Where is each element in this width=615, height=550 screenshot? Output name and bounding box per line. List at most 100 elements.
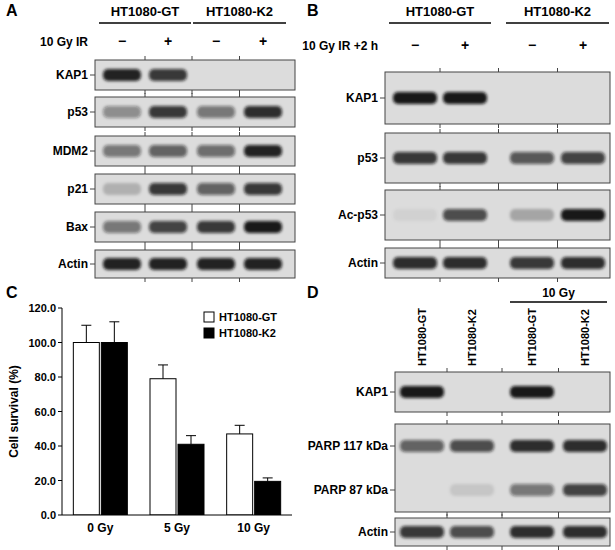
row-connector	[380, 215, 385, 216]
y-tick	[58, 377, 62, 378]
blot-strip	[95, 136, 295, 166]
x-tick-label: 10 Gy	[237, 521, 270, 535]
treatment-sign: −	[411, 37, 419, 53]
bar	[227, 434, 253, 515]
band	[393, 257, 437, 269]
error-bar	[235, 425, 245, 434]
lane-tick	[239, 132, 240, 136]
treatment-label: 10 Gy IR +2 h	[302, 39, 378, 53]
row-label: KAP1	[346, 91, 378, 105]
lane-tick	[498, 240, 499, 244]
row-connector	[90, 112, 95, 113]
row-connector	[380, 263, 385, 264]
lane-tick	[447, 420, 448, 424]
band	[244, 69, 282, 81]
lane-tick	[239, 246, 240, 250]
lane-tick	[558, 368, 559, 372]
group-line	[506, 22, 609, 24]
error-stem	[191, 436, 192, 445]
band	[400, 440, 444, 452]
row-label: MDM2	[53, 144, 89, 158]
y-tick	[58, 515, 62, 516]
lane-tick	[502, 412, 503, 416]
row-connector	[390, 392, 395, 393]
blot-strip	[395, 424, 610, 512]
y-tick-label: 0.0	[41, 509, 56, 521]
blot-strip	[95, 97, 295, 127]
lane-tick	[558, 514, 559, 518]
plot-marks	[73, 322, 280, 515]
panel-label: B	[307, 2, 319, 19]
lane-tick	[558, 420, 559, 424]
panel-label: C	[6, 284, 18, 301]
bar	[150, 379, 176, 515]
band	[103, 106, 141, 118]
row-label: Actin	[358, 525, 388, 539]
blot-panel: D10 GyHT1080-GTHT1080-K2HT1080-GTHT1080-…	[307, 284, 610, 550]
y-tick-label: 100.0	[28, 337, 56, 349]
band	[197, 258, 235, 270]
band	[510, 484, 554, 496]
lane-tick	[145, 166, 146, 170]
row-connector	[90, 189, 95, 190]
lane-tick	[145, 56, 146, 60]
lane-tick	[192, 278, 193, 282]
bar	[178, 444, 204, 515]
panel-label: D	[307, 284, 319, 301]
blot-strip	[385, 133, 610, 183]
lane-tick	[145, 242, 146, 246]
lane-tick	[440, 278, 441, 282]
lane-tick	[239, 208, 240, 212]
row-label: PARP 87 kDa	[314, 483, 389, 497]
lane-tick	[145, 170, 146, 174]
lane-tick	[440, 244, 441, 248]
row-connector	[380, 158, 385, 159]
band	[149, 221, 187, 233]
y-axis-label: Cell survival (%)	[7, 365, 21, 458]
lane-tick	[558, 412, 559, 416]
lane-tick	[447, 368, 448, 372]
error-bar	[81, 325, 91, 342]
band	[561, 92, 605, 104]
row-label: Actin	[58, 257, 88, 271]
treatment-sign: −	[118, 33, 126, 49]
lane-tick	[239, 170, 240, 174]
lane-tick	[192, 242, 193, 246]
treatment-sign: +	[259, 33, 267, 49]
band	[149, 258, 187, 270]
lane-tick	[440, 68, 441, 72]
lane-tick	[498, 124, 499, 128]
band	[103, 145, 141, 157]
blot-strip	[95, 60, 295, 90]
band	[443, 209, 487, 221]
legend-swatch	[204, 328, 214, 338]
lane-tick	[239, 56, 240, 60]
lane-tick	[440, 129, 441, 133]
column-label: HT1080-K2	[579, 309, 591, 366]
band	[563, 484, 607, 496]
error-stem	[86, 325, 87, 342]
lane-tick	[239, 166, 240, 170]
y-tick	[58, 480, 62, 481]
treatment-sign: +	[461, 37, 469, 53]
error-stem	[163, 365, 164, 379]
error-stem	[114, 322, 115, 343]
row-connector	[90, 227, 95, 228]
lane-tick	[145, 132, 146, 136]
band	[393, 209, 437, 221]
lane-tick	[498, 278, 499, 282]
blot-strip	[95, 174, 295, 204]
lane-tick	[447, 412, 448, 416]
error-cap	[186, 435, 196, 436]
group-label: HT1080-K2	[524, 4, 591, 19]
x-tick-label: 0 Gy	[87, 521, 113, 535]
band	[561, 152, 605, 164]
lane-tick	[145, 93, 146, 97]
group-line	[389, 22, 491, 24]
band	[561, 209, 605, 221]
group-label: HT1080-GT	[406, 4, 475, 19]
error-stem	[239, 425, 240, 434]
lane-tick	[498, 244, 499, 248]
band	[450, 526, 494, 538]
lane-tick	[557, 244, 558, 248]
